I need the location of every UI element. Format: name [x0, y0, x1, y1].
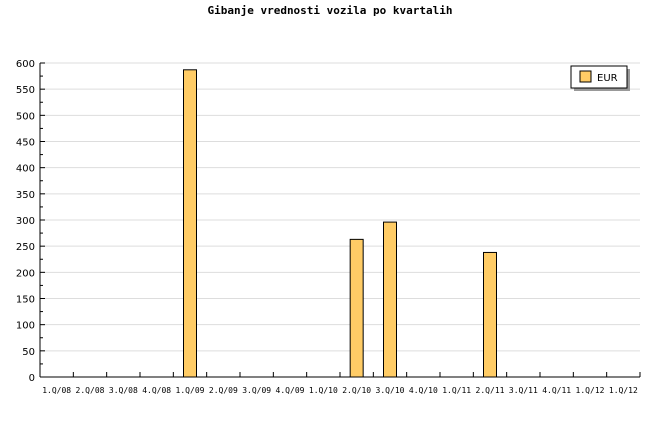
x-tick-label: 3.Q/10: [376, 386, 405, 395]
x-tick-label: 2.Q/11: [476, 386, 505, 395]
x-tick-label: 1.Q/11: [442, 386, 471, 395]
y-tick-label: 600: [16, 59, 35, 70]
y-tick-label: 550: [16, 85, 35, 96]
y-tick-label: 450: [16, 138, 35, 149]
y-tick-label: 150: [16, 295, 35, 306]
x-tick-label: 1.Q/08: [42, 386, 71, 395]
x-tick-label: 1.Q/12: [609, 386, 638, 395]
x-tick-label: 3.Q/08: [109, 386, 138, 395]
y-tick-label: 250: [16, 242, 35, 253]
x-tick-label: 2.Q/08: [76, 386, 105, 395]
x-tick-label: 4.Q/10: [409, 386, 438, 395]
chart-title: Gibanje vrednosti vozila po kvartalih: [207, 4, 453, 17]
bar: [383, 221, 397, 378]
bar: [349, 238, 364, 378]
y-tick-label: 400: [16, 164, 35, 175]
x-tick-label: 1.Q/10: [309, 386, 338, 395]
x-tick-label: 4.Q/11: [542, 386, 571, 395]
y-tick-label: 50: [22, 347, 35, 358]
legend-label: EUR: [597, 73, 618, 84]
x-tick-label: 2.Q/09: [209, 386, 238, 395]
x-tick-label: 2.Q/10: [342, 386, 371, 395]
x-tick-label: 1.Q/09: [176, 386, 205, 395]
y-tick-label: 350: [16, 190, 35, 201]
y-tick-label: 300: [16, 216, 35, 227]
x-tick-label: 1.Q/12: [576, 386, 605, 395]
y-tick-label: 500: [16, 111, 35, 122]
x-tick-label: 4.Q/08: [142, 386, 171, 395]
y-tick-label: 100: [16, 321, 35, 332]
x-tick-label: 3.Q/11: [509, 386, 538, 395]
y-tick-label: 0: [29, 373, 35, 384]
y-tick-label: 200: [16, 268, 35, 279]
bar: [483, 251, 497, 378]
bar: [183, 69, 197, 378]
x-tick-label: 4.Q/09: [276, 386, 305, 395]
legend-swatch: [579, 70, 592, 83]
x-tick-label: 3.Q/09: [242, 386, 271, 395]
